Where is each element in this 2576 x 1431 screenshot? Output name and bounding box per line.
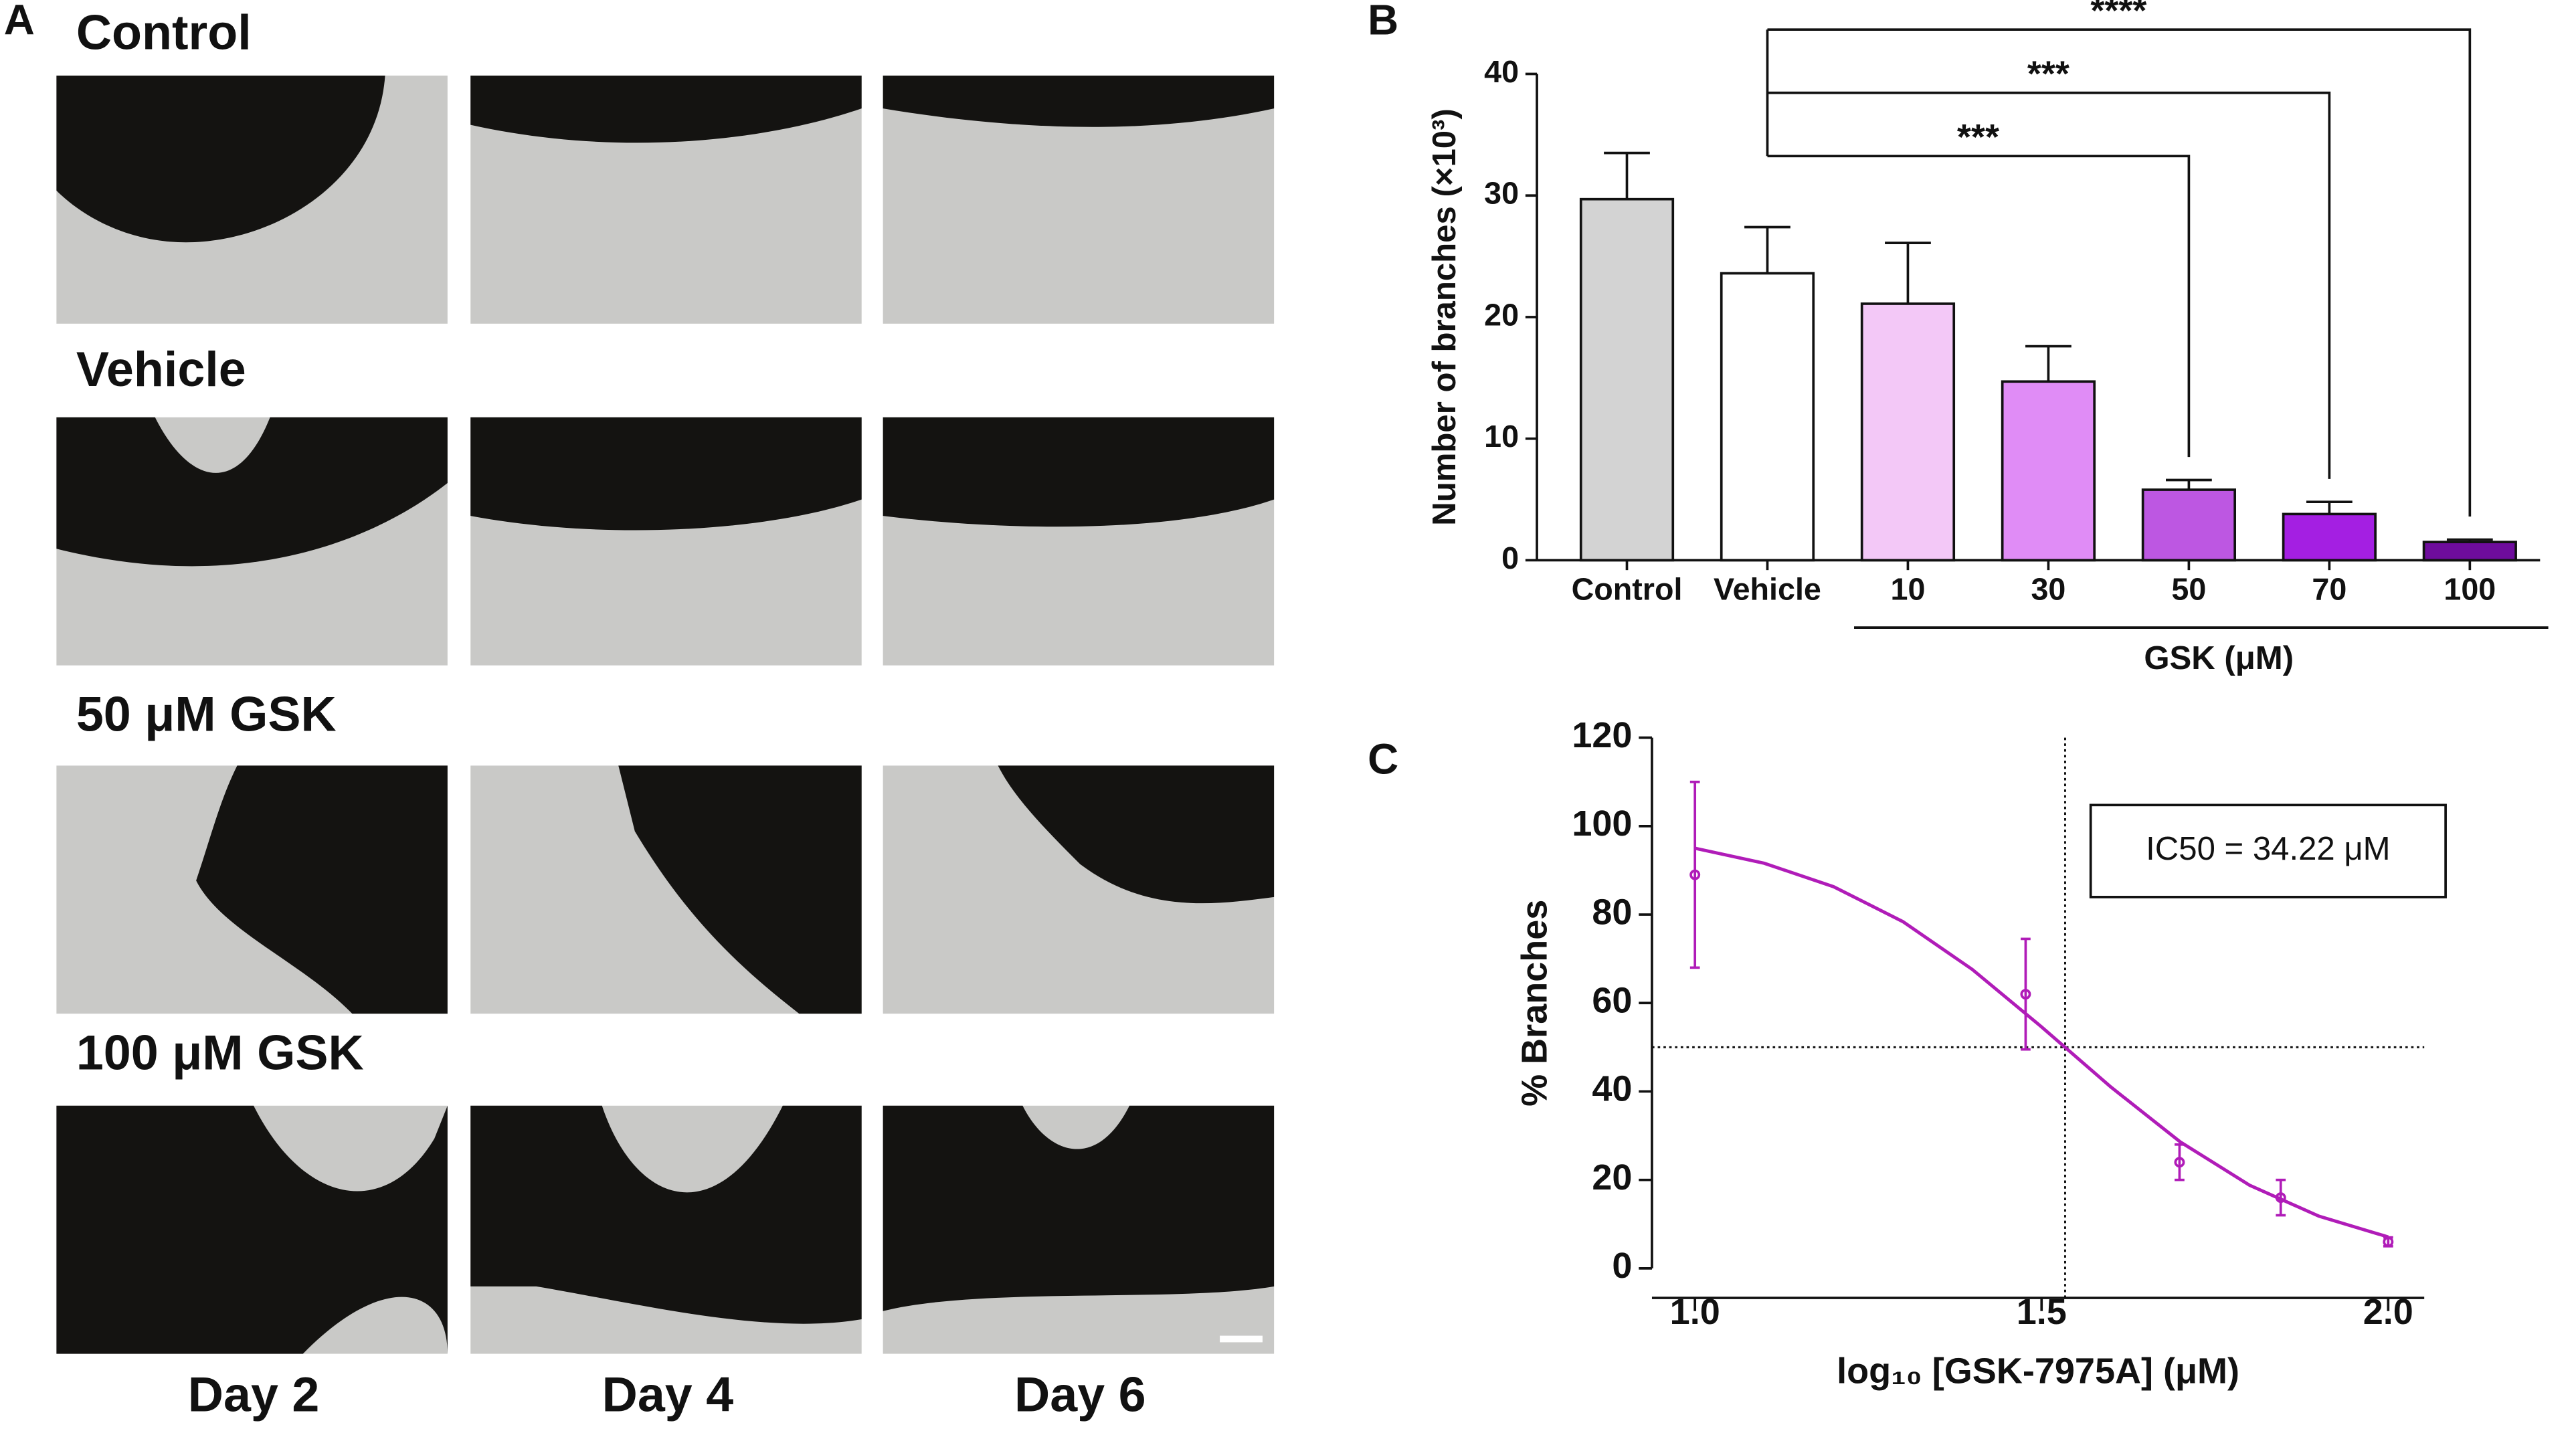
significance-label: *** [1957,117,1999,157]
x-tick-label: 70 [2312,571,2347,606]
micrograph [883,765,1275,1014]
y-tick-label: 20 [1484,297,1519,332]
row-label: 50 μM GSK [76,686,337,742]
bar [2001,380,2096,562]
y-tick-label: 80 [1592,892,1632,932]
tissue [196,765,448,1014]
scale-bar [1220,1335,1263,1343]
y-tick-label: 10 [1484,419,1519,454]
x-tick-label: 50 [2171,571,2206,606]
y-tick-label: 30 [1484,176,1519,211]
tissue [56,417,448,567]
x-tick-label: 1.5 [2017,1292,2067,1332]
panel-label: C [1368,735,1398,783]
significance-bracket [1767,155,2191,458]
x-axis-label: log₁₀ [GSK-7975A] (μM) [1837,1351,2239,1391]
micrograph [470,417,862,666]
micrograph [56,75,448,324]
tissue [470,417,862,531]
y-tick-label: 0 [1501,541,1519,575]
column-label: Day 2 [188,1366,320,1422]
y-tick-label: 0 [1612,1246,1632,1286]
y-axis-label: % Branches [1514,900,1554,1107]
micrograph [470,75,862,324]
x-tick-label: 100 [2444,571,2496,606]
panel-label: B [1368,0,1398,43]
x-tick-label: 10 [1890,571,1925,606]
bar [1860,302,1956,562]
data-point [1689,869,1701,880]
group-label: GSK (μM) [2144,640,2294,676]
row-label: Vehicle [76,341,246,397]
data-point [2383,1236,2394,1248]
tissue [618,765,862,1014]
y-tick-label: 40 [1484,54,1519,89]
y-tick-label: 100 [1572,803,1632,844]
y-tick-label: 120 [1572,715,1632,755]
micrograph [883,75,1275,324]
bar [2422,541,2517,562]
fit-curve [1694,846,2389,1239]
micrograph [56,1105,448,1354]
significance-label: *** [2027,54,2069,94]
micrograph [883,417,1275,666]
tissue [883,75,1275,127]
bar [1720,272,1815,562]
tissue [56,1105,448,1354]
x-tick-label: 2.0 [2363,1292,2413,1332]
micrograph [56,765,448,1014]
micrograph [883,1105,1275,1354]
column-label: Day 6 [1014,1366,1146,1422]
column-label: Day 4 [602,1366,734,1422]
x-tick-label: 1.0 [1670,1292,1720,1332]
micrograph [470,1105,862,1354]
panel-label: A [4,0,35,43]
tissue [56,75,385,243]
annotation-box [2089,803,2447,898]
micrograph [470,765,862,1014]
tissue [998,765,1275,904]
row-label: 100 μM GSK [76,1025,364,1080]
tissue [883,417,1275,527]
row-label: Control [76,4,252,60]
x-tick-label: Control [1572,571,1683,606]
tissue [883,1105,1275,1311]
significance-bracket [1767,91,2331,479]
x-tick-label: 30 [2031,571,2065,606]
tissue [470,1105,862,1324]
bar [2282,512,2377,562]
data-point [2020,989,2031,1000]
tissue [470,75,862,143]
y-tick-label: 40 [1592,1069,1632,1109]
significance-label: **** [2090,0,2146,31]
y-tick-label: 60 [1592,981,1632,1021]
significance-bracket [1767,28,2472,517]
data-point [2174,1157,2185,1168]
bar [1579,197,1675,562]
annotation: IC50 = 34.22 μM [2146,831,2390,867]
y-tick-label: 20 [1592,1157,1632,1198]
micrograph [56,417,448,666]
y-axis-label: Number of branches (×10³) [1427,108,1463,526]
bar [2141,488,2236,562]
x-tick-label: Vehicle [1714,571,1821,606]
